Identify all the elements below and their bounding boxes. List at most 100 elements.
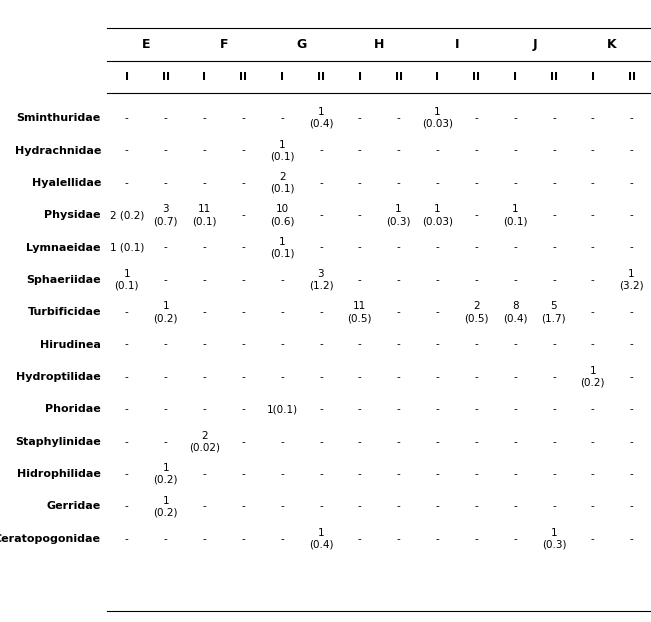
Text: -: - [202,534,206,544]
Text: -: - [630,113,633,123]
Text: -: - [630,469,633,479]
Text: -: - [125,340,129,350]
Text: -: - [513,404,517,414]
Text: II: II [472,72,480,82]
Text: -: - [436,469,439,479]
Text: -: - [552,501,556,511]
Text: -: - [513,534,517,544]
Text: -: - [242,372,245,382]
Text: -: - [552,146,556,156]
Text: -: - [552,243,556,253]
Text: -: - [164,437,167,447]
Text: -: - [125,178,129,188]
Text: II: II [550,72,558,82]
Text: -: - [630,404,633,414]
Text: -: - [319,501,323,511]
Text: -: - [513,340,517,350]
Text: -: - [281,534,284,544]
Text: -: - [242,340,245,350]
Text: -: - [475,113,478,123]
Text: I: I [513,72,517,82]
Text: J: J [533,39,537,51]
Text: I: I [202,72,206,82]
Text: 1
(0.2): 1 (0.2) [154,463,178,485]
Text: -: - [552,275,556,285]
Text: -: - [436,534,439,544]
Text: -: - [630,501,633,511]
Text: F: F [219,39,228,51]
Text: 3
(1.2): 3 (1.2) [309,269,333,290]
Text: -: - [630,372,633,382]
Text: -: - [513,372,517,382]
Text: 10
(0.6): 10 (0.6) [270,205,294,226]
Text: -: - [552,178,556,188]
Text: -: - [125,437,129,447]
Text: -: - [358,404,362,414]
Text: Hydroptilidae: Hydroptilidae [16,372,101,382]
Text: 1
(0.2): 1 (0.2) [581,366,605,388]
Text: -: - [475,210,478,220]
Text: II: II [240,72,247,82]
Text: 1
(0.4): 1 (0.4) [309,528,333,549]
Text: -: - [396,501,400,511]
Text: -: - [358,113,362,123]
Text: -: - [475,404,478,414]
Text: -: - [242,113,245,123]
Text: -: - [436,146,439,156]
Text: -: - [396,534,400,544]
Text: -: - [242,307,245,317]
Text: -: - [591,437,594,447]
Text: -: - [202,113,206,123]
Text: -: - [202,340,206,350]
Text: 2
(0.5): 2 (0.5) [464,302,488,323]
Text: -: - [281,501,284,511]
Text: -: - [164,372,167,382]
Text: -: - [396,437,400,447]
Text: -: - [319,146,323,156]
Text: -: - [396,243,400,253]
Text: II: II [317,72,325,82]
Text: Physidae: Physidae [44,210,101,220]
Text: -: - [591,534,594,544]
Text: -: - [475,534,478,544]
Text: -: - [125,307,129,317]
Text: -: - [513,501,517,511]
Text: -: - [396,275,400,285]
Text: -: - [358,534,362,544]
Text: 1
(0.1): 1 (0.1) [270,237,294,258]
Text: -: - [319,210,323,220]
Text: E: E [142,39,150,51]
Text: Lymnaeidae: Lymnaeidae [27,243,101,253]
Text: -: - [358,275,362,285]
Text: -: - [319,178,323,188]
Text: -: - [319,307,323,317]
Text: -: - [513,113,517,123]
Text: -: - [436,178,439,188]
Text: -: - [630,534,633,544]
Text: -: - [513,275,517,285]
Text: -: - [281,372,284,382]
Text: 1
(0.03): 1 (0.03) [422,108,453,129]
Text: -: - [475,340,478,350]
Text: -: - [396,178,400,188]
Text: -: - [552,113,556,123]
Text: -: - [513,243,517,253]
Text: 11
(0.5): 11 (0.5) [348,302,372,323]
Text: -: - [281,113,284,123]
Text: -: - [319,243,323,253]
Text: -: - [202,243,206,253]
Text: I: I [590,72,595,82]
Text: -: - [242,534,245,544]
Text: H: H [374,39,384,51]
Text: Ceratopogonidae: Ceratopogonidae [0,534,101,544]
Text: -: - [319,469,323,479]
Text: -: - [552,340,556,350]
Text: -: - [475,469,478,479]
Text: -: - [591,469,594,479]
Text: -: - [591,404,594,414]
Text: -: - [281,307,284,317]
Text: 1
(0.3): 1 (0.3) [387,205,411,226]
Text: -: - [242,243,245,253]
Text: -: - [591,340,594,350]
Text: -: - [475,178,478,188]
